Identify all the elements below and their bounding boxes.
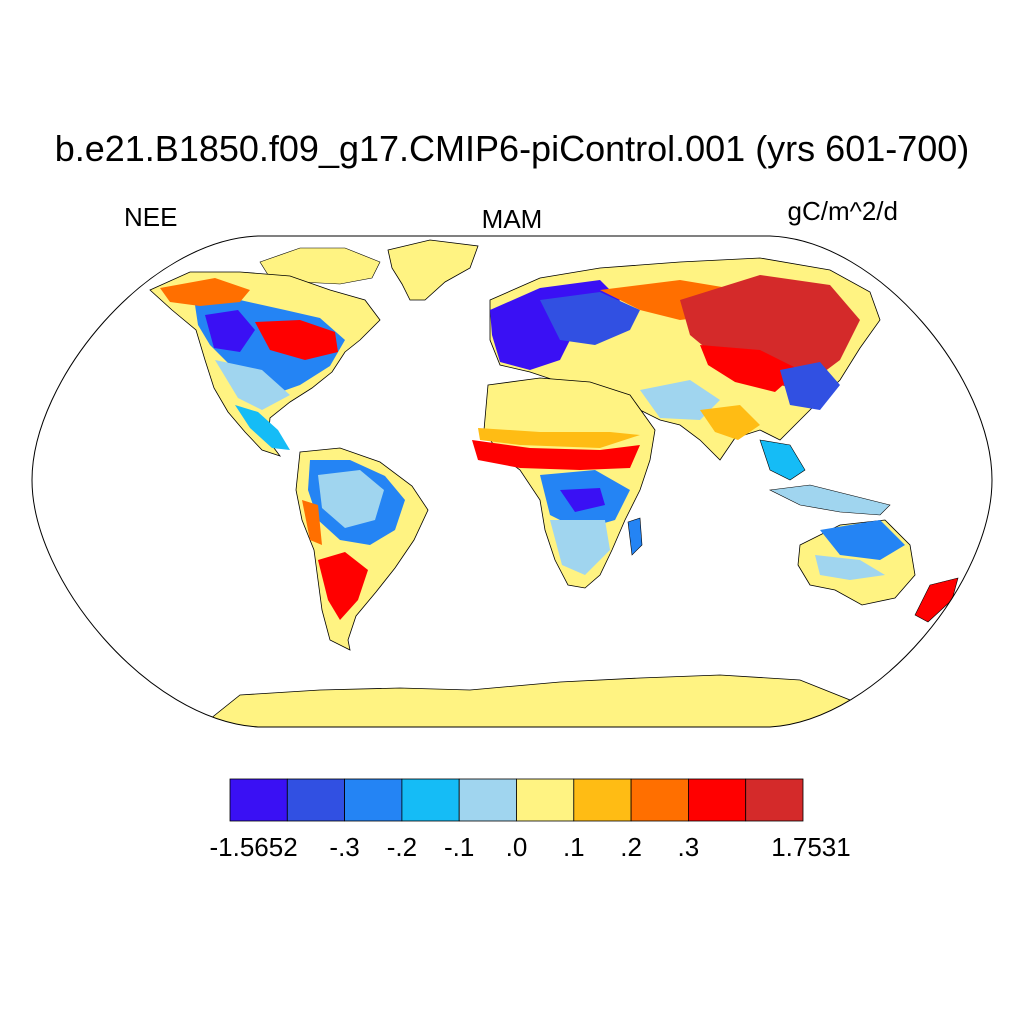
greenland-region [387, 239, 479, 301]
australia-blue [820, 520, 905, 560]
colorbar-label: 1.7531 [771, 832, 851, 862]
colorbar-box-8 [688, 778, 747, 822]
australia-light [815, 555, 885, 580]
colorbar-box-9 [745, 778, 804, 822]
asia-bright-red [700, 345, 800, 392]
colorbar-label: .3 [677, 832, 700, 862]
east-asia-blue [780, 362, 840, 410]
sahel-red [472, 440, 640, 470]
colorbar-box-6 [573, 778, 632, 822]
south-america-orange [302, 500, 322, 545]
colorbar-label: -.2 [386, 832, 418, 862]
indonesia-region [768, 484, 891, 516]
colorbar-box-5 [516, 778, 575, 822]
colorbar-label: -.1 [444, 832, 475, 862]
south-america-light [318, 470, 384, 528]
colorbar-label: -.3 [329, 832, 360, 862]
colorbar-box-1 [286, 778, 345, 822]
map-title: b.e21.B1850.f09_g17.CMIP6-piControl.001 … [54, 128, 970, 169]
sahel-orange [478, 428, 640, 448]
europe-blue [540, 292, 640, 345]
north-america-red [255, 320, 338, 360]
southeast-asia-region [759, 439, 806, 481]
north-america-violet [205, 310, 255, 352]
globe-outline [31, 235, 993, 728]
colorbar-label: -1.5652 [209, 832, 298, 862]
season-label: MAM [481, 204, 543, 234]
madagascar-region [627, 517, 643, 556]
colorbar-box-7 [630, 778, 689, 822]
central-america-blue [235, 405, 290, 450]
north-america-light [215, 360, 290, 410]
variable-label: NEE [124, 202, 178, 232]
new-zealand-region [914, 577, 959, 623]
central-africa-violet [560, 488, 605, 512]
colorbar-label: .2 [620, 832, 642, 862]
south-america-red [318, 552, 368, 620]
north-america-orange [160, 278, 250, 306]
units-label: gC/m^2/d [787, 196, 898, 226]
colorbar-label: .0 [505, 832, 528, 862]
colorbar-box-4 [458, 778, 517, 822]
southern-africa-light [550, 520, 610, 575]
colorbar-label: .1 [562, 832, 585, 862]
colorbar-box-2 [344, 778, 403, 822]
south-asia-orange [700, 405, 760, 440]
colorbar-box-0 [229, 778, 288, 822]
colorbar-box-3 [401, 778, 460, 822]
